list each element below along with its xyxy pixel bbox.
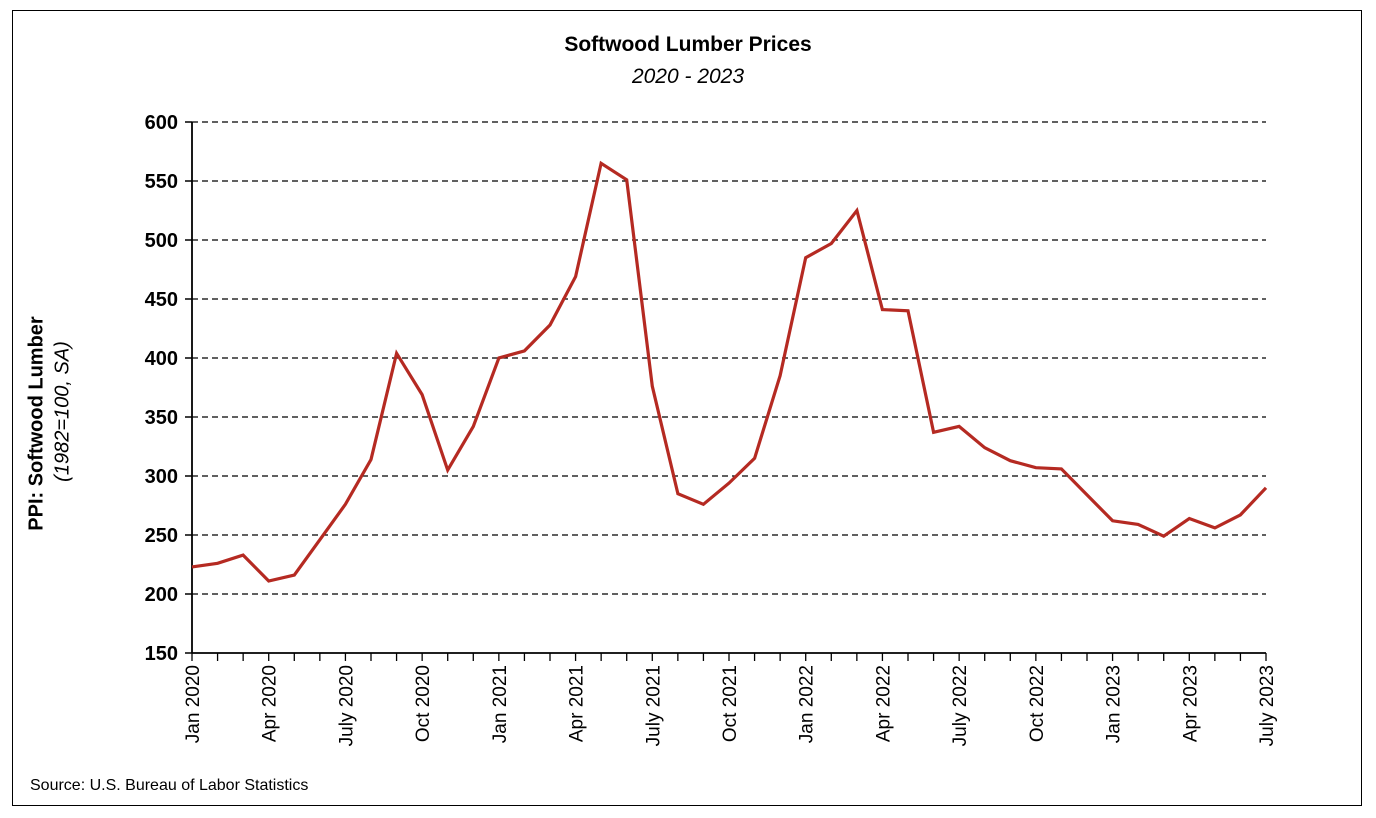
x-tick-label: July 2022 <box>950 665 971 746</box>
x-tick-label: Apr 2022 <box>873 665 894 742</box>
x-tick-label: Jan 2020 <box>183 665 204 743</box>
x-tick-label: July 2023 <box>1257 665 1278 746</box>
x-tick-label: Apr 2023 <box>1180 665 1201 742</box>
chart-frame <box>12 10 1362 806</box>
x-tick-label: Apr 2021 <box>567 665 588 742</box>
y-tick-label: 600 <box>145 112 178 134</box>
chart-title: Softwood Lumber Prices <box>564 33 812 56</box>
y-tick-label: 300 <box>145 466 178 488</box>
y-tick-label: 500 <box>145 230 178 252</box>
grid-lines <box>192 121 1266 595</box>
x-tick-label: Apr 2020 <box>260 665 281 742</box>
chart-subtitle: 2020 - 2023 <box>631 65 745 88</box>
y-tick-label: 150 <box>145 643 178 665</box>
x-tick-labels: Jan 2020 Apr 2020 July 2020 Oct 2020 Jan 202… <box>183 665 1278 746</box>
x-tick-label: Oct 2020 <box>413 665 434 742</box>
x-tick-label: Jan 2021 <box>490 665 511 743</box>
y-tick-label: 350 <box>145 407 178 429</box>
series-line <box>191 160 1268 583</box>
x-tick-label: Oct 2022 <box>1027 665 1048 742</box>
y-tick-label: 550 <box>145 171 178 193</box>
x-tick-label: Oct 2021 <box>720 665 741 742</box>
y-tick-label: 400 <box>145 348 178 370</box>
y-tick-label: 450 <box>145 289 178 311</box>
source-note: Source: U.S. Bureau of Labor Statistics <box>30 777 309 794</box>
y-tick-label: 250 <box>145 525 178 547</box>
x-tick-label: Jan 2022 <box>797 665 818 743</box>
series-layer <box>191 160 1268 583</box>
axes <box>185 121 1267 661</box>
x-tick-label: July 2020 <box>336 665 357 746</box>
x-tick-label: Jan 2023 <box>1104 665 1125 743</box>
y-tick-label: 200 <box>145 584 178 606</box>
y-tick-labels: 150 200 250 300 350 400 450 500 550 600 <box>145 112 178 665</box>
x-tick-label: July 2021 <box>643 665 664 746</box>
